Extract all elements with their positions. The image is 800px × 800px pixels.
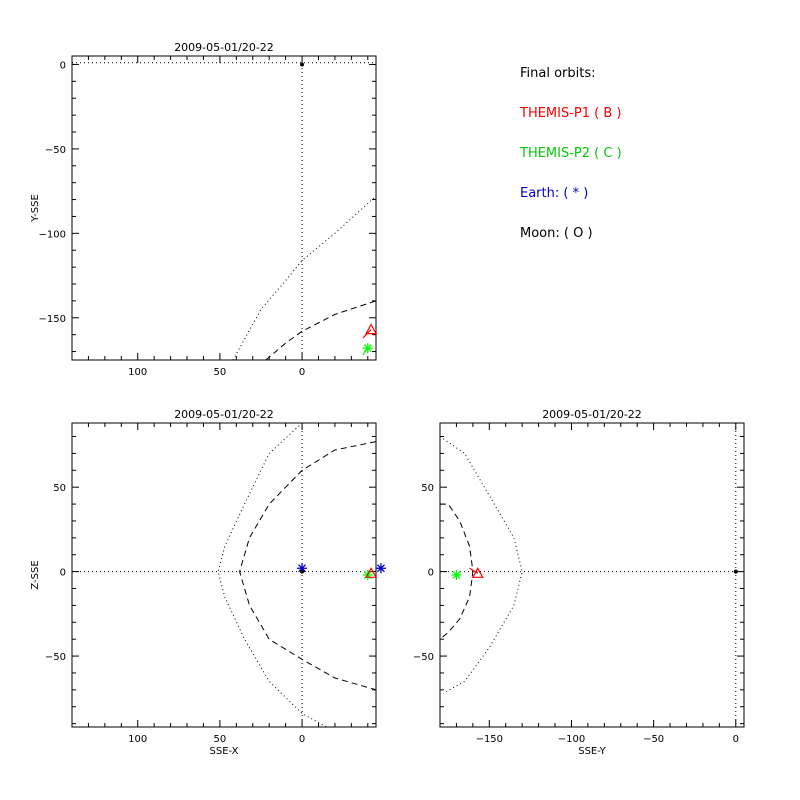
x-tick-label: 50: [214, 367, 227, 378]
series-group: [72, 56, 376, 360]
y-tick-label: 0: [428, 568, 434, 579]
y-tick-label: −50: [45, 652, 66, 663]
x-tick-label: 0: [733, 734, 739, 745]
x-tick-label: −100: [558, 734, 585, 745]
plot-frame: [71, 55, 377, 361]
x-tick-label: 0: [299, 367, 305, 378]
x-axis-label: SSE-Y: [578, 746, 606, 757]
xy-plot: 2009-05-01/20-22 100 50 0 −150 −100 −50 0 Y-SSE: [30, 41, 378, 378]
themis-p2-marker: [451, 570, 462, 580]
x-axis-label: SSE-X: [210, 746, 239, 757]
earth-marker: [375, 563, 386, 574]
y-tick-label: −50: [45, 145, 66, 156]
themis-p1-marker: [365, 567, 378, 578]
themis-p1-marker: [365, 323, 378, 335]
x-tick-label: 100: [128, 367, 147, 378]
x-tick-label: 100: [128, 734, 147, 745]
themis-p1-marker: [471, 567, 484, 578]
plot-title: 2009-05-01/20-22: [542, 408, 642, 421]
bow-shock-dashed-line: [239, 441, 376, 691]
y-tick-label: 50: [53, 483, 66, 494]
y-axis-label: Y-SSE: [30, 194, 41, 223]
legend-item-moon: Moon: ( O ): [520, 226, 593, 241]
y-tick-label: 0: [60, 60, 66, 71]
y-tick-label: 0: [60, 568, 66, 579]
y-tick-label: −100: [39, 229, 66, 240]
x-tick-label: −50: [643, 734, 664, 745]
dotted-line: [232, 195, 376, 360]
yz-plot: 2009-05-01/20-22 −150 −100 −50 0 SSE-Y 50 0 −50: [413, 408, 745, 757]
plot-frame: [71, 422, 377, 728]
moon-marker: [300, 62, 305, 67]
x-tick-label: 50: [214, 734, 227, 745]
bow-shock-dashed-line: [265, 300, 376, 360]
y-tick-label: −50: [413, 652, 434, 663]
plot-title: 2009-05-01/20-22: [174, 408, 274, 421]
moon-marker: [300, 569, 305, 574]
plot-title: 2009-05-01/20-22: [174, 41, 274, 54]
y-tick-label: −150: [39, 314, 66, 325]
x-tick-label: −150: [476, 734, 503, 745]
plot-frame: [439, 422, 745, 728]
x-tick-label: 0: [299, 734, 305, 745]
series-group: [72, 423, 376, 727]
dotted-line: [217, 423, 327, 727]
moon-marker: [733, 569, 738, 574]
themis-p2-marker: [362, 343, 373, 354]
orbit-trace: [469, 567, 479, 574]
legend-item-earth: Earth: ( * ): [520, 186, 589, 201]
dotted-line: [440, 436, 523, 694]
y-axis-label: Z-SSE: [30, 560, 41, 589]
legend-item-themis-p1: THEMIS-P1 ( B ): [520, 106, 622, 121]
y-tick-label: 50: [421, 483, 434, 494]
series-group: [440, 423, 744, 727]
legend-title: Final orbits:: [520, 66, 596, 81]
legend-item-themis-p2: THEMIS-P2 ( C ): [520, 146, 622, 161]
